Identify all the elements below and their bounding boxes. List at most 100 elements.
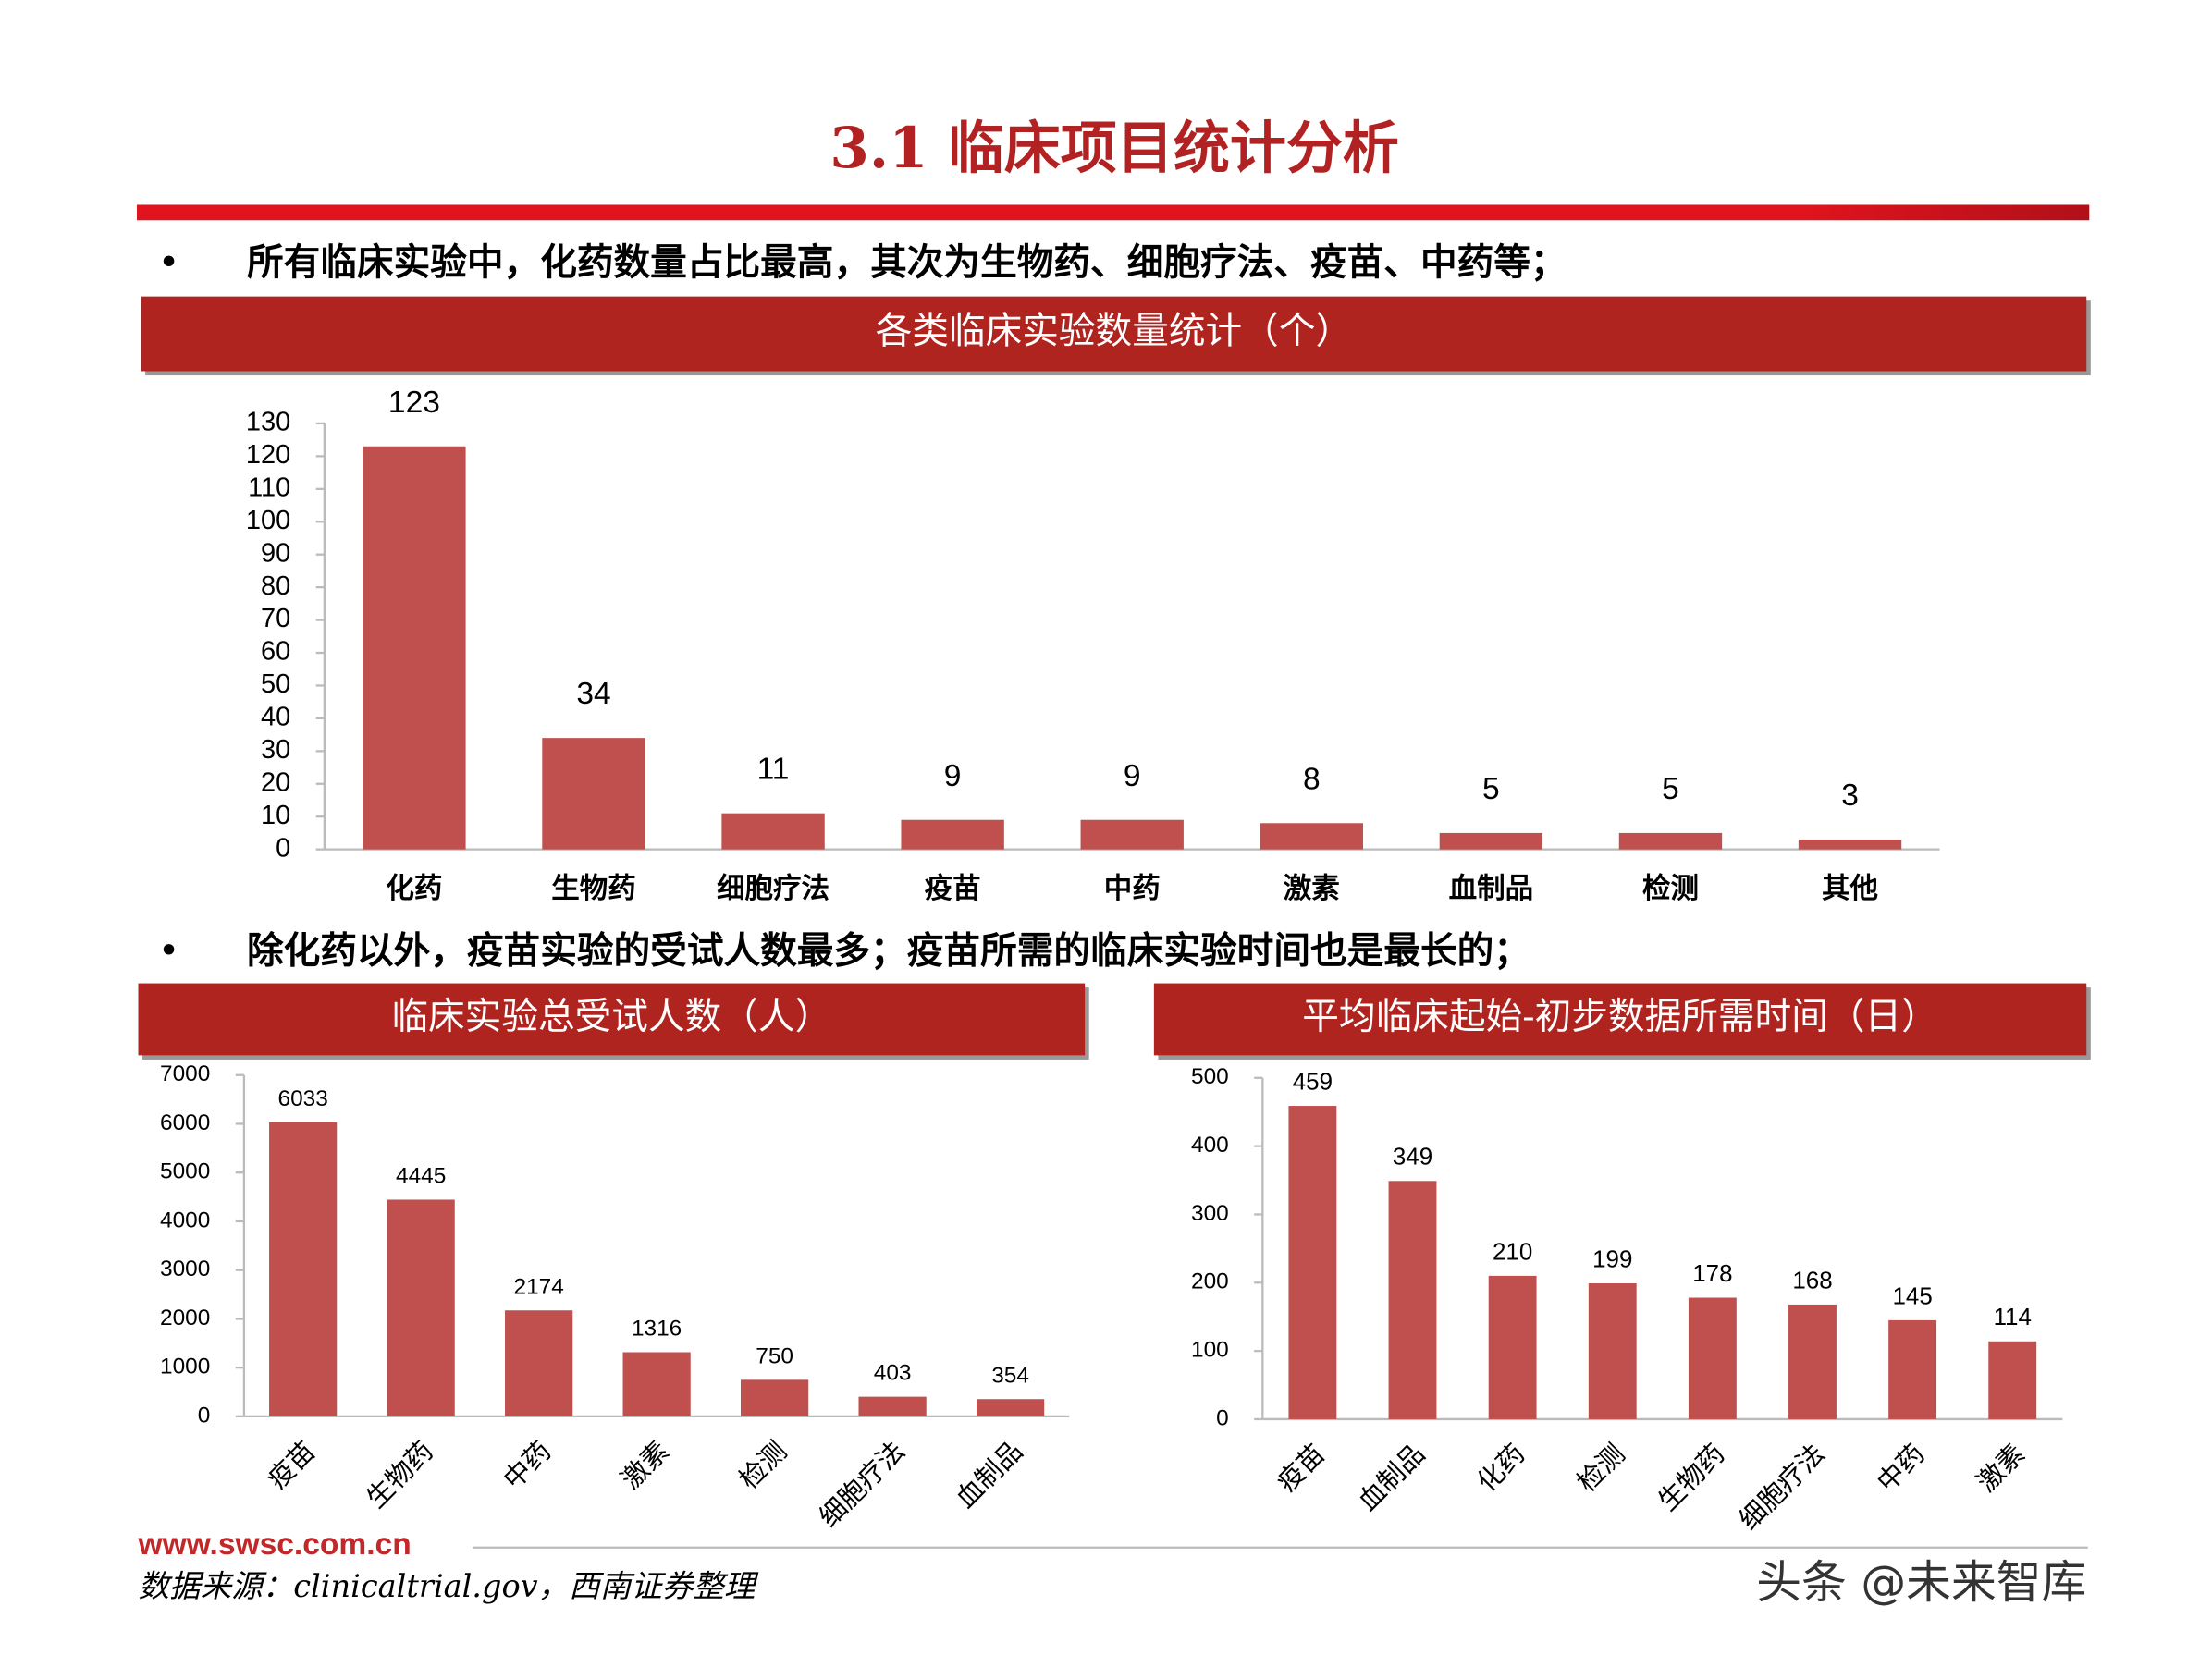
x-tick-label: 血制品 [1449,872,1534,905]
value-label: 178 [1692,1261,1732,1287]
bar [1260,823,1363,850]
bar [1288,1106,1337,1419]
bar [1788,1304,1837,1419]
bullet-dot: • [158,930,179,973]
bar [1988,1341,2037,1419]
y-tick-label: 0 [1216,1405,1229,1430]
x-tick-label: 化药 [386,872,442,905]
bar [363,446,466,850]
bar [1388,1181,1437,1419]
x-tick-label: 疫苗 [925,872,981,905]
y-tick-label: 6000 [160,1110,210,1135]
y-tick-label: 40 [261,703,290,732]
value-label: 1316 [632,1317,682,1342]
bar [976,1399,1045,1416]
bullet-dot: • [158,241,179,284]
y-tick-label: 400 [1191,1133,1229,1158]
bullet: 所有临床实验中，化药数量占比最高，其次为生物药、细胞疗法、疫苗、中药等； [247,241,1567,284]
y-tick-label: 0 [198,1403,211,1428]
x-tick-label: 其他 [1822,872,1878,905]
y-tick-label: 300 [1191,1201,1229,1226]
y-tick-label: 100 [1191,1338,1229,1363]
value-label: 750 [756,1343,793,1368]
value-label: 8 [1303,762,1321,796]
y-tick-label: 70 [261,604,290,633]
y-tick-label: 10 [261,801,290,830]
y-tick-label: 2000 [160,1306,210,1330]
value-label: 354 [991,1363,1029,1388]
y-tick-label: 200 [1191,1269,1229,1294]
bullet: 除化药以外，疫苗实验的受试人数最多；疫苗所需的临床实验时间也是最长的； [247,930,1530,973]
value-label: 9 [1124,759,1141,793]
y-tick-label: 30 [261,735,290,765]
value-label: 9 [944,759,962,793]
bar [1798,840,1902,850]
y-tick-label: 100 [246,506,290,535]
y-tick-label: 5000 [160,1159,210,1184]
value-label: 5 [1482,772,1500,806]
y-tick-label: 130 [246,408,290,437]
chart-header [138,983,1086,1056]
bar [858,1396,927,1416]
source: 数据来源：clinicaltrial.gov，西南证券整理 [139,1568,759,1604]
value-label: 5 [1662,772,1679,806]
value-label: 403 [874,1361,912,1386]
y-tick-label: 50 [261,669,290,699]
value-label: 459 [1293,1069,1333,1095]
title-rule [136,204,2090,221]
y-tick-label: 3000 [160,1257,210,1281]
value-label: 4445 [396,1164,446,1189]
y-tick-label: 110 [248,472,290,502]
value-label: 199 [1592,1246,1632,1272]
bar [542,738,645,850]
bar [1888,1319,1937,1419]
y-tick-label: 7000 [160,1061,210,1086]
chart-header [141,296,2087,372]
y-tick-label: 4000 [160,1208,210,1232]
value-label: 210 [1493,1239,1532,1265]
x-tick-label: 生物药 [551,872,635,905]
y-tick-label: 60 [261,637,290,667]
bar [622,1352,691,1416]
x-tick-label: 激素 [1284,872,1340,905]
value-label: 34 [576,677,610,711]
x-tick-label: 细胞疗法 [717,872,830,905]
value-label: 145 [1892,1283,1932,1309]
y-tick-label: 20 [261,767,290,797]
bar [741,1379,809,1416]
value-label: 11 [757,753,790,787]
value-label: 168 [1792,1268,1832,1293]
bar [1588,1283,1637,1419]
value-label: 114 [1994,1305,2032,1330]
bar [505,1310,573,1416]
chart-title: 临床实验总受试人数（人） [391,995,831,1037]
website: www.swsc.com.cn [138,1527,412,1562]
value-label: 6033 [278,1086,328,1111]
chart-header [1153,983,2087,1056]
x-tick-label: 中药 [1104,872,1161,905]
y-tick-label: 0 [276,833,290,863]
y-tick-label: 1000 [160,1355,210,1379]
bar [1439,832,1543,850]
bar [269,1122,338,1416]
bar [1080,819,1184,850]
bar [1618,832,1723,850]
page-title: 3.1 临床项目统计分析 [830,116,1399,181]
value-label: 3 [1841,778,1859,813]
y-tick-label: 120 [246,440,290,470]
value-label: 123 [388,386,440,420]
bar [1688,1297,1737,1419]
y-tick-label: 90 [261,538,290,568]
chart-title: 各类临床实验数量统计（个） [876,310,1353,352]
value-label: 349 [1393,1145,1432,1171]
bar [901,819,1004,850]
chart-title: 平均临床起始-初步数据所需时间（日） [1302,995,1938,1037]
x-tick-label: 检测 [1642,872,1699,905]
bar [721,813,825,850]
bar [1488,1275,1537,1419]
bar [387,1199,455,1416]
y-tick-label: 500 [1191,1064,1229,1089]
watermark: 头条 @未来智库 [1756,1556,2086,1609]
